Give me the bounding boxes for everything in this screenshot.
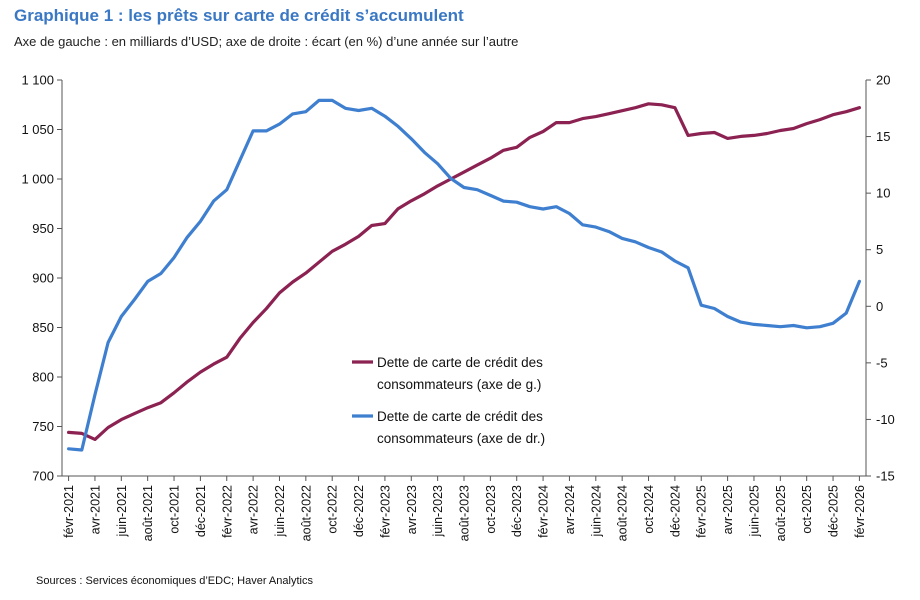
right-tick-label: 10: [876, 186, 890, 201]
x-tick-label: févr-2022: [220, 485, 234, 538]
x-tick-label: juin-2022: [273, 485, 287, 537]
x-tick-label: avr-2024: [563, 485, 577, 534]
x-tick-label: déc-2024: [668, 485, 682, 537]
left-tick-label: 700: [32, 469, 54, 484]
series-group: [66, 98, 862, 452]
left-tick-label: 950: [32, 221, 54, 236]
x-tick-label: août-2021: [141, 485, 155, 541]
x-tick-label: juin-2021: [115, 485, 129, 537]
x-tick-label: oct-2022: [326, 485, 340, 534]
x-tick-label: août-2022: [299, 485, 313, 541]
x-tick-label: déc-2025: [827, 485, 841, 537]
right-tick-label: -5: [876, 355, 888, 370]
legend: Dette de carte de crédit des consommateur…: [352, 355, 545, 446]
x-tick-label: févr-2024: [537, 485, 551, 538]
series-line-growth: [66, 98, 862, 452]
right-tick-label: -15: [876, 469, 895, 484]
source-note: Sources : Services économiques d’EDC; Ha…: [36, 575, 313, 587]
right-tick-label: 5: [876, 242, 883, 257]
right-tick-label: 0: [876, 299, 883, 314]
left-tick-label: 1 100: [21, 73, 54, 88]
x-tick-label: août-2025: [774, 485, 788, 541]
x-tick-label: oct-2023: [484, 485, 498, 534]
x-tick-label: févr-2025: [695, 485, 709, 538]
left-tick-label: 750: [32, 419, 54, 434]
x-tick-label: avr-2023: [405, 485, 419, 534]
x-tick-label: oct-2024: [642, 485, 656, 534]
x-tick-label: oct-2025: [800, 485, 814, 534]
x-tick-label: avr-2022: [247, 485, 261, 534]
right-tick-label: 20: [876, 73, 890, 88]
right-tick-label: 15: [876, 129, 890, 144]
x-tick-label: févr-2021: [62, 485, 76, 538]
x-axis: févr-2021 avr-2021 juin-2021 août-2021 oct-2…: [62, 475, 867, 541]
legend-label: consommateurs (axe de dr.): [377, 431, 545, 446]
left-tick-label: 850: [32, 320, 54, 335]
legend-label: Dette de carte de crédit des: [377, 409, 543, 424]
x-tick-label: févr-2023: [378, 485, 392, 538]
right-tick-label: -10: [876, 412, 895, 427]
x-tick-label: août-2023: [458, 485, 472, 541]
x-tick-label: déc-2021: [194, 485, 208, 537]
series-line-level: [66, 102, 862, 441]
legend-label: Dette de carte de crédit des: [377, 355, 543, 370]
x-tick-label: déc-2023: [510, 485, 524, 537]
x-tick-label: juin-2024: [589, 485, 603, 537]
x-tick-label: avr-2021: [88, 485, 102, 534]
chart-title: Graphique 1 : les prêts sur carte de cré…: [14, 6, 464, 25]
left-tick-label: 900: [32, 271, 54, 286]
left-axis: 700 750 800 850 900 950 1 000 1 050 1 100: [21, 73, 63, 484]
right-axis: -15 -10 -5 0 5 10 15 20: [865, 73, 895, 484]
legend-label: consommateurs (axe de g.): [377, 377, 541, 392]
x-tick-label: juin-2023: [431, 485, 445, 537]
x-tick-label: déc-2022: [352, 485, 366, 537]
x-tick-label: août-2024: [616, 485, 630, 541]
left-tick-label: 800: [32, 370, 54, 385]
x-tick-label: oct-2021: [168, 485, 182, 534]
x-tick-label: juin-2025: [747, 485, 761, 537]
left-tick-label: 1 000: [21, 172, 54, 187]
x-tick-label: avr-2025: [721, 485, 735, 534]
chart-subtitle: Axe de gauche : en milliards d’USD; axe …: [14, 34, 519, 49]
x-tick-label: févr-2026: [853, 485, 867, 538]
left-tick-label: 1 050: [21, 122, 54, 137]
